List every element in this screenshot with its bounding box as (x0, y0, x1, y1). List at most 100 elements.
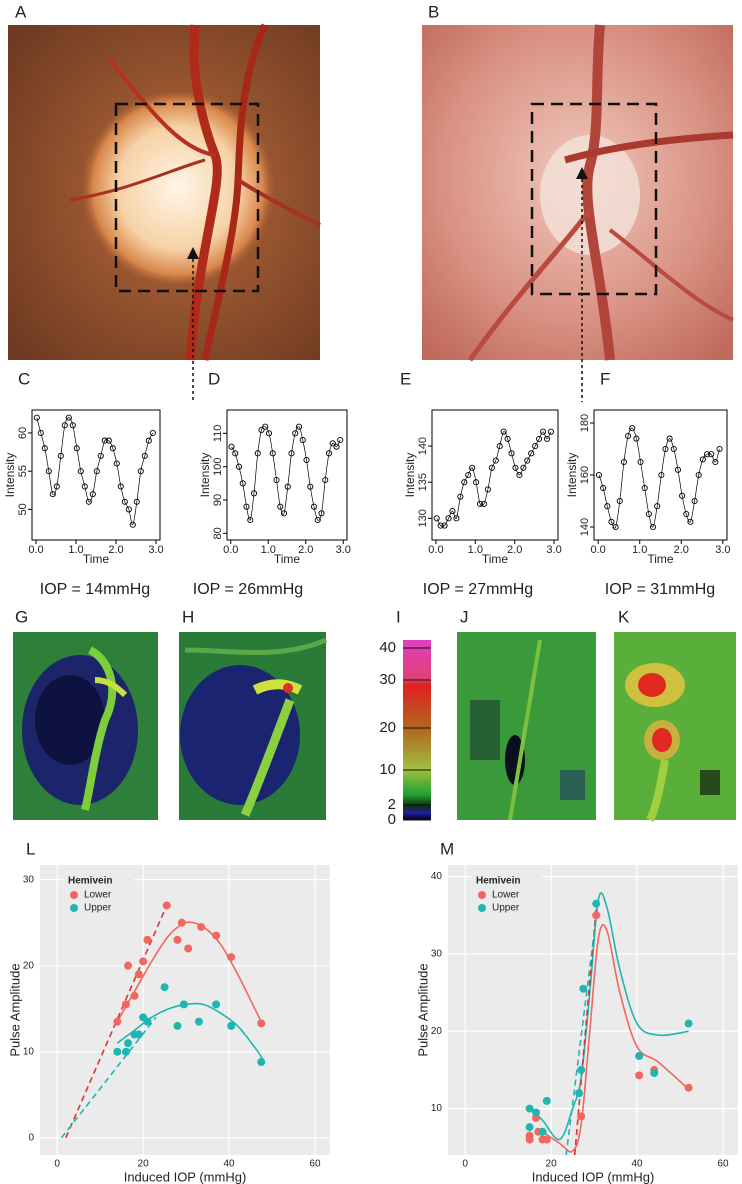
panel-label: L (26, 839, 35, 858)
point (579, 984, 588, 993)
fit-line (36, 417, 154, 526)
point (649, 523, 657, 531)
fundus-photo-a (8, 23, 321, 402)
point (239, 480, 246, 487)
x-tick-label: 0 (54, 1159, 60, 1170)
point (149, 429, 156, 436)
point (575, 1089, 584, 1098)
point (109, 445, 116, 452)
point (504, 435, 511, 442)
x-tick-label: 20 (546, 1159, 558, 1170)
y-tick-label: 20 (431, 1026, 443, 1037)
point (69, 422, 76, 429)
legend-swatch (70, 891, 78, 899)
point (113, 1017, 122, 1026)
iop-label: IOP = 27mmHg (423, 581, 533, 598)
y-tick-label: 0 (28, 1132, 34, 1143)
colorbar-tick-label: 40 (379, 639, 396, 656)
legend-title: Hemivein (68, 876, 112, 887)
point (577, 1065, 586, 1074)
y-tick-label: 160 (579, 466, 591, 484)
chart: 80 90 100 110 0.0 1.0 2.0 3.0 Time Intensity (198, 409, 351, 566)
chart: 130 135 140 0.0 1.0 2.0 3.0 Time Intensity (403, 409, 562, 566)
x-tick-label: 2.0 (298, 544, 313, 556)
point (65, 414, 72, 421)
panel-label: A (15, 2, 27, 21)
point (212, 1000, 221, 1009)
point (227, 953, 236, 962)
point (695, 471, 702, 479)
chart: 10 20 30 40 0 20 40 60 Induced IOP (mmHg) Pulse A… (415, 865, 738, 1184)
point (121, 1047, 130, 1056)
panel-label: I (396, 607, 401, 626)
legend-swatch (478, 891, 486, 899)
point (704, 451, 711, 458)
point (134, 970, 143, 979)
x-axis-label: Time (274, 552, 301, 566)
point (113, 460, 120, 467)
point (476, 500, 484, 507)
fit-line (65, 905, 168, 1139)
y-tick-label: 130 (417, 509, 429, 527)
point (85, 498, 92, 505)
point (53, 483, 60, 490)
point (41, 445, 48, 452)
point (658, 471, 665, 479)
iop-label: IOP = 26mmHg (193, 581, 303, 598)
point (577, 1112, 586, 1121)
point (173, 935, 182, 944)
point (532, 443, 539, 450)
point (595, 471, 603, 479)
point (273, 476, 280, 484)
point (608, 518, 615, 525)
point (662, 445, 669, 453)
y-axis-label: Intensity (565, 453, 579, 498)
fit-line (116, 921, 265, 1027)
point (538, 1127, 547, 1136)
point (184, 944, 193, 953)
point (445, 515, 452, 522)
point (600, 484, 607, 492)
point (232, 450, 239, 457)
point (543, 435, 551, 442)
point (525, 1131, 534, 1140)
x-tick-label: 3.0 (546, 544, 561, 556)
plot-area (60, 901, 266, 1139)
point (433, 515, 440, 522)
point (674, 466, 682, 473)
point (645, 510, 652, 518)
point (280, 510, 288, 517)
point (303, 456, 310, 464)
point (496, 443, 503, 450)
panel-label: E (400, 369, 411, 388)
point (121, 498, 128, 505)
x-tick-label: 60 (717, 1159, 729, 1170)
x-axis-label: Induced IOP (mmHg) (124, 1169, 247, 1184)
x-tick-label: 0.0 (28, 544, 43, 556)
point (524, 457, 531, 464)
x-tick-label: 60 (309, 1159, 321, 1170)
y-tick-label: 135 (417, 473, 429, 491)
y-tick-label: 55 (17, 465, 29, 477)
point (93, 468, 100, 475)
point (641, 484, 648, 492)
point (160, 983, 169, 992)
point (670, 445, 677, 453)
point (277, 503, 284, 510)
point (173, 1021, 182, 1030)
point (254, 450, 261, 457)
point (635, 1052, 644, 1061)
x-tick-label: 1.0 (632, 544, 647, 556)
point (683, 510, 690, 518)
point (480, 500, 488, 507)
point (666, 435, 673, 442)
point (295, 423, 303, 430)
point (547, 428, 554, 435)
point (441, 522, 448, 529)
point (536, 435, 543, 442)
panel-label: M (440, 839, 454, 858)
legend-swatch (478, 904, 486, 912)
y-tick-label: 50 (17, 503, 29, 515)
x-axis-label: Time (647, 552, 674, 566)
